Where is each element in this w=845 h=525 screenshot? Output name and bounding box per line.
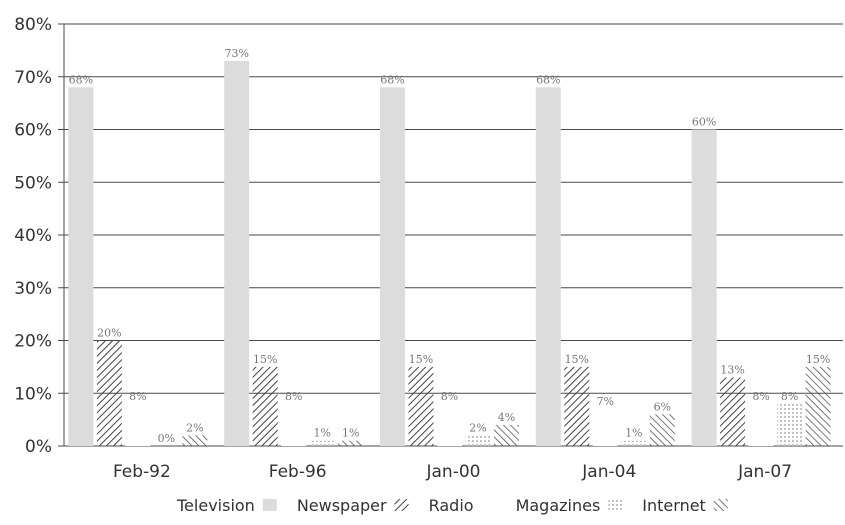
data-label-radio-jan-07: 8%: [752, 390, 769, 403]
data-label-magazines-jan-04: 1%: [625, 427, 642, 440]
bar-internet-jan-04: [649, 414, 675, 446]
data-label-magazines-feb-92: 0%: [158, 432, 175, 445]
data-label-television-jan-04: 68%: [536, 73, 560, 86]
x-tick-label-feb-96: Feb-96: [269, 462, 327, 482]
bar-magazines-jan-04: [621, 440, 647, 446]
legend-swatch-internet: [713, 499, 728, 511]
data-label-newspaper-jan-07: 13%: [720, 363, 744, 376]
bar-radio-feb-96: [281, 403, 307, 446]
x-tick-label-jan-07: Jan-07: [737, 462, 792, 482]
legend: Television Newspaper Radio Magazines Interne…: [176, 496, 728, 515]
data-label-radio-feb-96: 8%: [285, 390, 302, 403]
bar-internet-jan-00: [494, 424, 519, 446]
data-label-newspaper-jan-00: 15%: [409, 353, 433, 366]
y-tick-label-30-: 30%: [14, 279, 52, 299]
x-tick-label-jan-04: Jan-04: [581, 462, 636, 482]
legend-label-television: Television: [176, 496, 255, 515]
bar-magazines-jan-00: [465, 435, 491, 446]
legend-swatch-newspaper: [394, 499, 409, 511]
y-tick-label-10-: 10%: [14, 384, 52, 404]
bar-newspaper-jan-07: [720, 377, 746, 446]
bar-newspaper-feb-92: [96, 340, 122, 446]
bar-magazines-feb-96: [309, 440, 335, 446]
bar-newspaper-feb-96: [252, 366, 278, 446]
legend-label-magazines: Magazines: [516, 496, 601, 515]
gridlines: [64, 23, 843, 394]
data-labels: 68% 20% 8% 0% 2% 73% 15% 8% 1% 1% 68% 15% 8% 2% 4% 68% 1…: [69, 47, 831, 445]
data-label-radio-feb-92: 8%: [129, 390, 146, 403]
bar-internet-feb-96: [338, 440, 364, 446]
data-label-internet-jan-00: 4%: [498, 411, 515, 424]
data-label-television-jan-07: 60%: [692, 116, 716, 129]
data-label-magazines-jan-00: 2%: [469, 421, 486, 434]
bar-magazines-jan-07: [777, 403, 803, 446]
y-tick-label-70-: 70%: [14, 68, 52, 88]
bar-radio-jan-07: [748, 403, 774, 446]
y-tick-label-0-: 0%: [25, 437, 52, 457]
y-tick-label-40-: 40%: [14, 226, 52, 246]
legend-label-radio: Radio: [429, 496, 474, 515]
bar-newspaper-jan-04: [564, 366, 590, 446]
bar-radio-jan-04: [592, 409, 618, 446]
data-label-radio-jan-00: 8%: [441, 390, 458, 403]
legend-swatch-television: [262, 499, 277, 511]
bar-internet-feb-92: [182, 435, 208, 446]
y-tick-label-20-: 20%: [14, 332, 52, 352]
x-tick-label-feb-92: Feb-92: [113, 462, 171, 482]
data-label-newspaper-jan-04: 15%: [565, 353, 589, 366]
legend-swatch-radio: [481, 499, 496, 511]
bar-radio-feb-92: [125, 403, 151, 446]
data-label-newspaper-feb-92: 20%: [97, 327, 121, 340]
legend-swatch-magazines: [608, 499, 623, 511]
y-tick-label-60-: 60%: [14, 121, 52, 141]
bar-radio-jan-00: [437, 403, 462, 446]
data-label-radio-jan-04: 7%: [597, 395, 614, 408]
data-label-internet-jan-04: 6%: [654, 400, 671, 413]
data-label-newspaper-feb-96: 15%: [253, 353, 277, 366]
data-label-television-feb-92: 68%: [69, 73, 93, 86]
bar-television-feb-96: [224, 60, 250, 447]
axes: 0% 10% 20% 30% 40% 50% 60% 70% 80% Feb-92 Feb-96 Ja…: [14, 15, 843, 482]
bars: [68, 60, 831, 447]
x-tick-label-jan-00: Jan-00: [426, 462, 481, 482]
data-label-internet-feb-96: 1%: [342, 427, 359, 440]
y-tick-label-80-: 80%: [14, 15, 52, 35]
bar-television-feb-92: [68, 87, 94, 447]
bar-internet-jan-07: [805, 366, 831, 446]
bar-television-jan-00: [380, 87, 405, 447]
bar-newspaper-jan-00: [408, 366, 434, 446]
data-label-internet-jan-07: 15%: [806, 353, 830, 366]
legend-label-internet: Internet: [642, 496, 706, 515]
data-label-magazines-feb-96: 1%: [313, 427, 330, 440]
bar-television-jan-04: [535, 87, 561, 447]
data-label-internet-feb-92: 2%: [186, 421, 203, 434]
bar-television-jan-07: [691, 129, 717, 446]
data-label-television-feb-96: 73%: [224, 47, 248, 60]
data-label-television-jan-00: 68%: [380, 73, 404, 86]
legend-label-newspaper: Newspaper: [297, 496, 387, 515]
data-label-magazines-jan-07: 8%: [781, 390, 798, 403]
y-tick-label-50-: 50%: [14, 173, 52, 193]
